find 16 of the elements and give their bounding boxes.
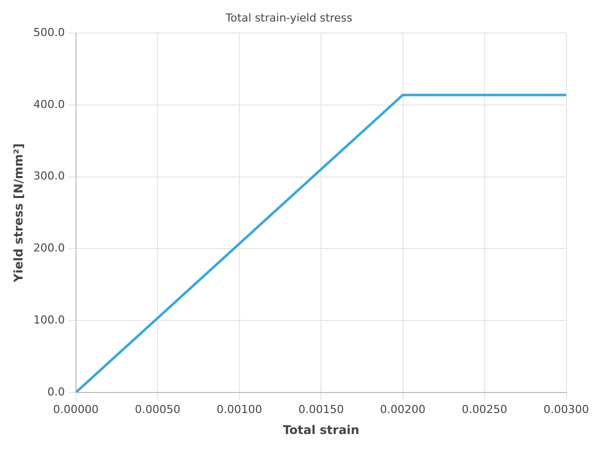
x-tick-label: 0.00000 — [53, 402, 99, 416]
x-tick-label: 0.00200 — [380, 402, 426, 416]
y-axis-title: Yield stress [N/mm²] — [11, 143, 26, 284]
y-tick-label: 400.0 — [33, 98, 65, 111]
y-tick-label: 100.0 — [33, 313, 65, 326]
x-tick-label: 0.00150 — [298, 402, 344, 416]
y-tick-label: 200.0 — [33, 242, 65, 255]
x-axis-title: Total strain — [282, 422, 360, 437]
x-tick-label: 0.00250 — [462, 402, 508, 416]
chart-title: Total strain-yield stress — [224, 11, 353, 24]
x-tick-label: 0.00300 — [544, 402, 590, 416]
y-tick-label: 500.0 — [33, 26, 65, 40]
y-tick-label: 0.0 — [47, 385, 65, 398]
x-tick-label: 0.00100 — [216, 402, 262, 416]
y-tick-label: 300.0 — [33, 170, 65, 183]
x-tick-label: 0.00050 — [134, 402, 180, 416]
